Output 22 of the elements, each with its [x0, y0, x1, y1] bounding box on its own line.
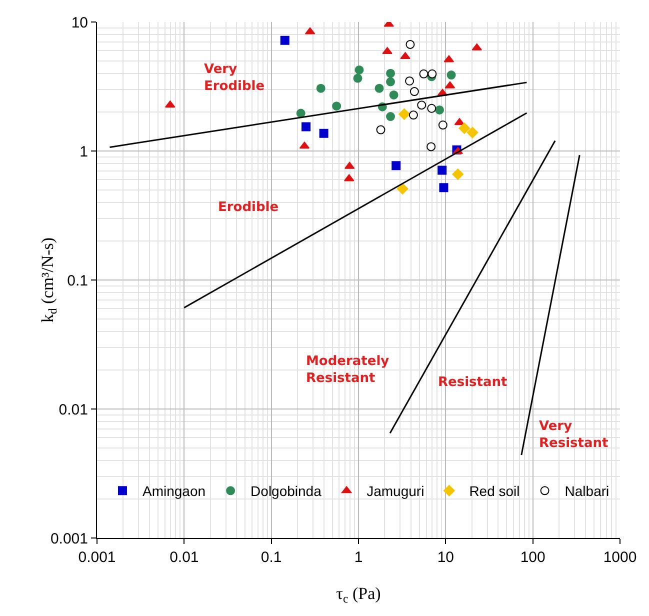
y-tick-label: 0.1 [67, 272, 88, 290]
x-tick-label: 1 [354, 549, 363, 566]
x-tick-label: 0.1 [260, 549, 282, 566]
annotation: Erodible [218, 200, 279, 215]
x-tick-label: 10 [437, 549, 454, 566]
legend-label: Nalbari [564, 483, 610, 500]
y-tick-label: 10 [71, 14, 88, 32]
legend-label: Dolgobinda [250, 483, 322, 500]
annotation: Resistant [438, 375, 508, 390]
x-tick-label: 100 [520, 549, 546, 566]
y-tick-label: 1 [80, 143, 88, 160]
x-tick-label: 0.01 [170, 549, 199, 566]
y-tick-label: 0.01 [58, 401, 88, 418]
annotation: Very Erodible [204, 62, 265, 94]
annotation: Very Resistant [539, 419, 608, 451]
legend-label: Jamuguri [366, 483, 424, 500]
y-tick-label: 0.001 [50, 530, 88, 548]
annotation: Moderately Resistant [306, 354, 390, 386]
legend-label: Red soil [469, 483, 520, 500]
legend-label: Amingaon [142, 483, 206, 500]
x-tick-label: 1000 [603, 549, 637, 566]
x-axis-title: τ$_{c}$ (Pa) [336, 584, 381, 606]
